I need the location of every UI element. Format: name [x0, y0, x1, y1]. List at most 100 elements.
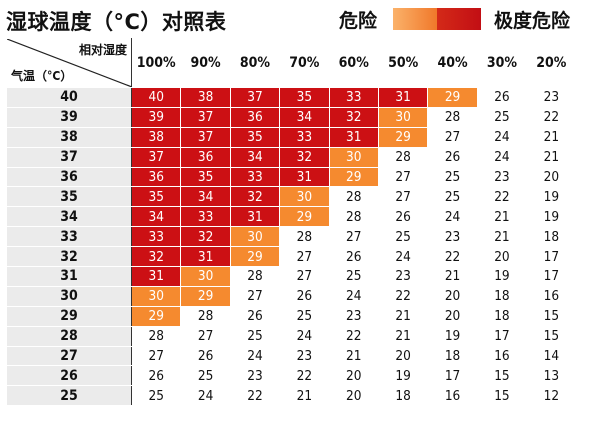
- humidity-header: 70%: [279, 38, 330, 88]
- wet-bulb-cell: 25: [279, 305, 330, 327]
- wet-bulb-cell-extreme: 34: [229, 146, 281, 168]
- wet-bulb-cell-extreme: 35: [180, 166, 231, 188]
- wet-bulb-cell-danger: 30: [377, 106, 429, 128]
- wet-bulb-cell: 19: [476, 266, 528, 287]
- wet-bulb-cell-extreme: 38: [180, 87, 231, 108]
- wet-bulb-cell-extreme: 40: [130, 87, 182, 108]
- wet-bulb-cell: 22: [427, 246, 478, 268]
- wet-bulb-cell: 15: [476, 365, 528, 387]
- wet-bulb-cell-danger: 29: [279, 206, 330, 228]
- wet-bulb-cell-danger: 29: [328, 166, 379, 188]
- wet-bulb-cell: 26: [180, 345, 231, 367]
- wet-bulb-cell: 20: [427, 285, 478, 307]
- wet-bulb-cell: 21: [427, 266, 478, 287]
- table-row: 30 30 29 27 26 24 22 20 18 16: [6, 285, 577, 307]
- wet-bulb-cell: 18: [427, 345, 478, 367]
- wet-bulb-cell-extreme: 37: [130, 146, 182, 168]
- wet-bulb-cell: 21: [476, 226, 528, 248]
- air-temp-cell: 28: [6, 325, 132, 347]
- air-temp-cell: 32: [6, 246, 132, 268]
- wet-bulb-cell-danger: 30: [279, 186, 330, 208]
- wet-bulb-cell: 17: [526, 266, 577, 287]
- wet-bulb-cell-extreme: 33: [229, 166, 281, 188]
- wet-bulb-cell: 22: [229, 385, 281, 407]
- wet-bulb-cell: 24: [229, 345, 281, 367]
- wet-bulb-cell-extreme: 36: [229, 106, 281, 128]
- wet-bulb-cell: 21: [279, 385, 330, 407]
- humidity-header-row: 相对湿度 气温（°C） 100% 90% 80% 70% 60% 50% 40% 30% 20%: [6, 38, 577, 88]
- legend-extreme-swatch: [437, 8, 481, 30]
- air-temp-cell: 29: [6, 305, 132, 327]
- air-temp-cell: 30: [6, 285, 132, 307]
- table-row: 26 26 25 23 22 20 19 17 15 13: [6, 365, 577, 387]
- wet-bulb-cell: 28: [328, 186, 379, 208]
- air-temp-cell: 33: [6, 226, 132, 248]
- wet-bulb-cell: 28: [229, 266, 281, 287]
- air-temp-cell: 36: [6, 166, 132, 188]
- wet-bulb-cell: 21: [377, 325, 429, 347]
- wet-bulb-cell: 19: [526, 186, 577, 208]
- wet-bulb-cell: 25: [377, 226, 429, 248]
- wet-bulb-cell-extreme: 32: [229, 186, 281, 208]
- wet-bulb-cell: 18: [377, 385, 429, 407]
- air-temp-cell: 25: [6, 385, 132, 407]
- wet-bulb-cell-extreme: 33: [279, 126, 330, 148]
- wet-bulb-cell: 28: [180, 305, 231, 327]
- wet-bulb-cell: 16: [526, 285, 577, 307]
- wet-bulb-cell-danger: 29: [427, 87, 478, 108]
- wet-bulb-cell: 22: [279, 365, 330, 387]
- wet-bulb-cell-danger: 30: [328, 146, 379, 168]
- wet-bulb-cell-extreme: 32: [130, 246, 182, 268]
- air-temp-cell: 38: [6, 126, 132, 148]
- wet-bulb-cell: 12: [526, 385, 577, 407]
- table-row: 34 34 33 31 29 28 26 24 21 19: [6, 206, 577, 228]
- wet-bulb-cell: 15: [526, 325, 577, 347]
- wet-bulb-cell: 19: [526, 206, 577, 228]
- wet-bulb-cell-extreme: 34: [130, 206, 182, 228]
- wet-bulb-cell: 28: [377, 146, 429, 168]
- air-temp-cell: 39: [6, 106, 132, 128]
- wet-bulb-cell-extreme: 34: [279, 106, 330, 128]
- table-body: 40 40 38 37 35 33 31 29 26 23 39 39 37 36 34 32 30 28 25 22…: [6, 87, 577, 407]
- wet-bulb-cell-danger: 30: [229, 226, 281, 248]
- wet-bulb-cell-extreme: 38: [130, 126, 182, 148]
- wet-bulb-cell: 28: [130, 325, 182, 347]
- humidity-header: 90%: [180, 38, 231, 88]
- legend-danger-label: 危险: [339, 9, 378, 32]
- wet-bulb-cell: 28: [427, 106, 478, 128]
- wet-bulb-cell: 26: [328, 246, 379, 268]
- air-temp-cell: 26: [6, 365, 132, 387]
- wet-bulb-table: 相对湿度 气温（°C） 100% 90% 80% 70% 60% 50% 40% 30% 20%…: [6, 38, 577, 407]
- air-temp-cell: 40: [6, 87, 132, 108]
- table-row: 32 32 31 29 27 26 24 22 20 17: [6, 246, 577, 268]
- wet-bulb-cell: 28: [279, 226, 330, 248]
- wet-bulb-cell: 28: [328, 206, 379, 228]
- wet-bulb-cell: 24: [180, 385, 231, 407]
- wet-bulb-cell: 20: [476, 246, 528, 268]
- corner-diagonal-line: [7, 39, 132, 87]
- air-temp-cell: 34: [6, 206, 132, 228]
- wet-bulb-cell-extreme: 35: [130, 186, 182, 208]
- humidity-header: 60%: [328, 38, 379, 88]
- wet-bulb-cell-extreme: 33: [180, 206, 231, 228]
- table-row: 35 35 34 32 30 28 27 25 22 19: [6, 186, 577, 208]
- wet-bulb-cell: 27: [427, 126, 478, 148]
- wet-bulb-cell: 27: [328, 226, 379, 248]
- page-title: 湿球温度（°C）对照表: [6, 10, 227, 34]
- wet-bulb-cell-extreme: 36: [130, 166, 182, 188]
- wet-bulb-cell: 24: [377, 246, 429, 268]
- wet-bulb-cell: 18: [476, 305, 528, 327]
- wet-bulb-cell: 24: [476, 146, 528, 168]
- wet-bulb-cell: 22: [476, 186, 528, 208]
- table-row: 29 29 28 26 25 23 21 20 18 15: [6, 305, 577, 327]
- table-row: 38 38 37 35 33 31 29 27 24 21: [6, 126, 577, 148]
- wet-bulb-cell: 27: [377, 166, 429, 188]
- wet-bulb-cell-extreme: 31: [180, 246, 231, 268]
- wet-bulb-cell-extreme: 37: [180, 126, 231, 148]
- wet-bulb-cell-extreme: 37: [180, 106, 231, 128]
- wet-bulb-cell-extreme: 31: [377, 87, 429, 108]
- wet-bulb-cell-danger: 29: [229, 246, 281, 268]
- wet-bulb-cell: 21: [526, 146, 577, 168]
- wet-bulb-cell-danger: 29: [377, 126, 429, 148]
- wet-bulb-cell-extreme: 37: [229, 87, 281, 108]
